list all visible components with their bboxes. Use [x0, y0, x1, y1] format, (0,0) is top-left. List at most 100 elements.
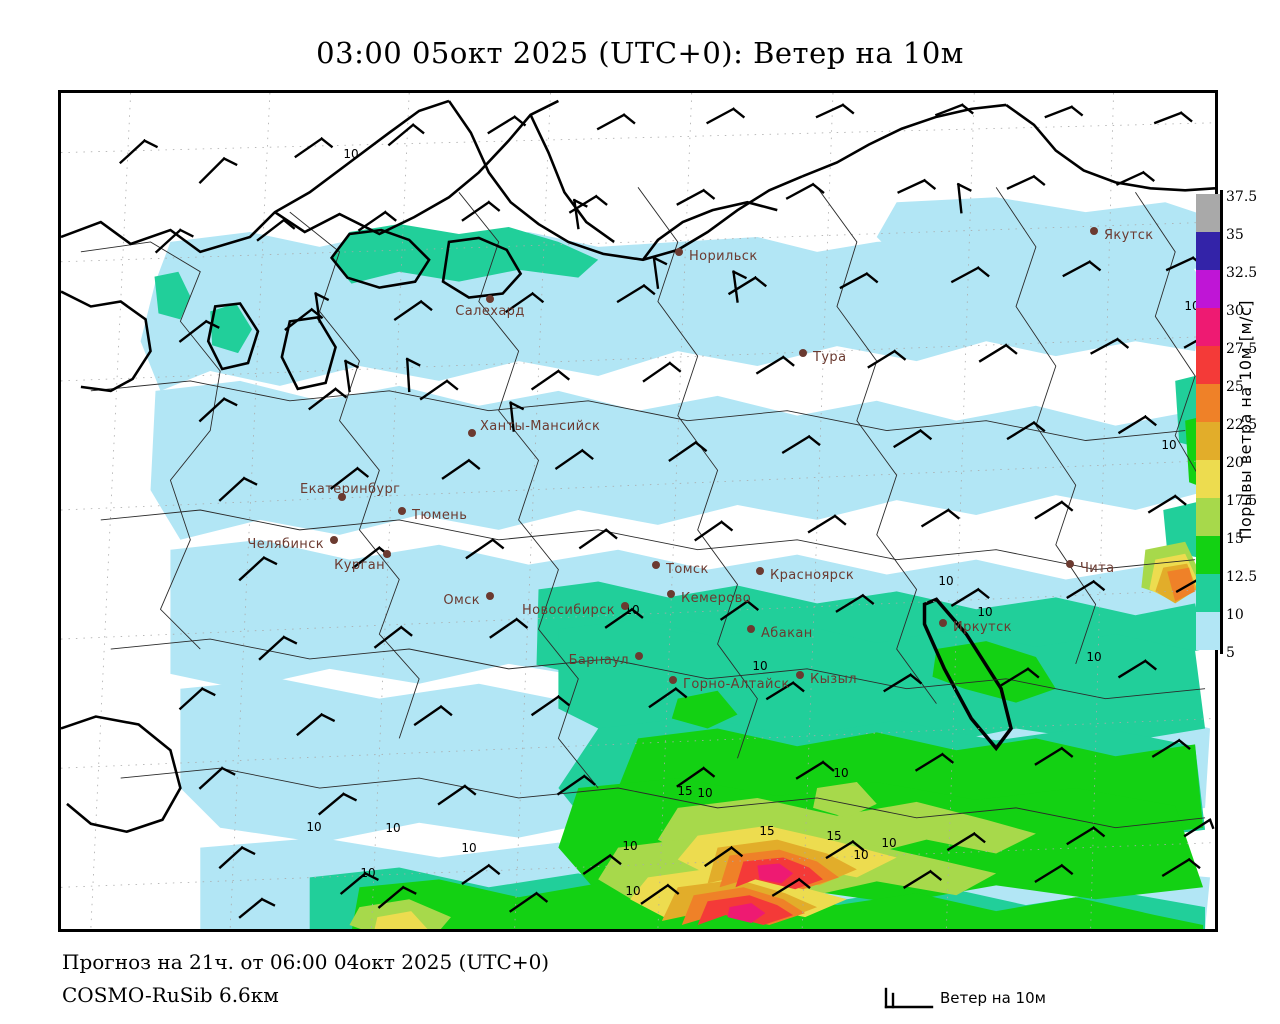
city-dot [398, 507, 406, 515]
gust-band-5-10 [140, 197, 1211, 929]
contour-label: 10 [1161, 438, 1177, 452]
city-label: Барнаул [568, 653, 629, 668]
city-label: Красноярск [770, 568, 855, 583]
city-dot [635, 652, 643, 660]
city-label: Томск [666, 562, 709, 577]
colorbar-tick: 10 [1226, 607, 1244, 623]
colorbar-tick: 35 [1226, 227, 1244, 243]
wind-barb-layer [119, 103, 1215, 919]
colorbar-title: Порывы ветра на 10м [м/с] [1236, 300, 1255, 540]
contour-label: 10 [306, 820, 322, 834]
city-dot [756, 567, 764, 575]
city-dot [468, 429, 476, 437]
city-label: Якутск [1104, 228, 1154, 243]
city-dot [486, 295, 494, 303]
city-label: Курган [334, 558, 385, 573]
colorbar-tick: 20 [1226, 455, 1244, 471]
city-dot [675, 248, 683, 256]
map-canvas [61, 93, 1215, 929]
city-label: Иркутск [953, 620, 1012, 635]
contour-label: 10 [385, 821, 401, 835]
colorbar-band-5-10 [1196, 612, 1220, 650]
city-dot [486, 592, 494, 600]
colorbar-gradient [1196, 194, 1220, 650]
contour-label: 10 [622, 839, 638, 853]
city-label: Екатеринбург [300, 482, 401, 497]
colorbar-band-15-17.5 [1196, 498, 1220, 536]
colorbar-band-22.5-25 [1196, 384, 1220, 422]
city-label: Чита [1080, 561, 1115, 576]
contour-label: 10 [360, 866, 376, 880]
colorbar-band-32.5-35 [1196, 232, 1220, 270]
colorbar-band-30-32.5 [1196, 270, 1220, 308]
city-label: Горно-Алтайск [683, 677, 790, 692]
colorbar-band-20-22.5 [1196, 422, 1220, 460]
wind-barb-legend-label: Ветер на 10м [940, 989, 1046, 1007]
model-info: COSMO-RuSib 6.6км [62, 983, 279, 1007]
contour-label: 10 [752, 659, 768, 673]
colorbar-band-12.5-15 [1196, 536, 1220, 574]
contour-label: 10 [977, 605, 993, 619]
contour-label: 10 [853, 848, 869, 862]
colorbar-tick: 15 [1226, 531, 1244, 547]
city-dot [796, 671, 804, 679]
city-label: Тура [813, 350, 847, 365]
city-dot [383, 550, 391, 558]
city-dot [330, 536, 338, 544]
contour-label: 10 [343, 147, 359, 161]
colorbar-tick: 22.5 [1226, 417, 1258, 433]
coastline [61, 99, 1215, 834]
city-dot [652, 561, 660, 569]
colorbar-tick: 25 [1226, 379, 1244, 395]
contour-label: 10 [461, 841, 477, 855]
map-frame[interactable]: 10 10 10 10 10 10 10 10 10 10 10 10 10 1… [58, 90, 1218, 932]
city-label: Тюмень [412, 508, 468, 523]
page-title: 03:00 05окт 2025 (UTC+0): Ветер на 10м [316, 36, 964, 70]
graticule [61, 93, 1215, 929]
city-label: Норильск [689, 249, 758, 264]
contour-label: 10 [1086, 650, 1102, 664]
city-label: Омск [443, 593, 480, 608]
colorbar-band-27.5-30 [1196, 308, 1220, 346]
city-dot [621, 602, 629, 610]
colorbar-tick: 27.5 [1226, 341, 1258, 357]
colorbar-band-17.5-20 [1196, 460, 1220, 498]
colorbar-tick: 17.5 [1226, 493, 1258, 509]
lake-baikal [922, 597, 1013, 752]
city-label: Кемерово [681, 591, 752, 606]
city-dot [669, 676, 677, 684]
city-label: Ханты-Мансийск [480, 419, 601, 434]
city-dot [1066, 560, 1074, 568]
contour-label: 10 [881, 836, 897, 850]
city-dot [338, 493, 346, 501]
city-dot [747, 625, 755, 633]
city-label: Абакан [761, 626, 813, 641]
colorbar-tick: 5 [1226, 645, 1235, 661]
contour-label: 15 [677, 784, 693, 798]
region-borders [80, 187, 1211, 829]
colorbar-band-35-37.5 [1196, 194, 1220, 232]
contour-label: 10 [1184, 299, 1200, 313]
city-label: Новосибирск [521, 603, 615, 618]
gust-band-27.5-30 [727, 863, 794, 924]
contour-label: 15 [826, 829, 842, 843]
colorbar-axis-line [1220, 190, 1223, 654]
contour-label: 10 [938, 574, 954, 588]
map-svg [61, 93, 1215, 929]
forecast-info: Прогноз на 21ч. от 06:00 04окт 2025 (UTC… [62, 950, 550, 974]
colorbar-band-10-12.5 [1196, 574, 1220, 612]
wind-barb-icon [884, 987, 934, 1009]
city-label: Салехард [455, 304, 525, 319]
colorbar-tick: 37.5 [1226, 189, 1258, 205]
colorbar-tick: 32.5 [1226, 265, 1258, 281]
city-dot [939, 619, 947, 627]
colorbar [1196, 194, 1220, 650]
city-label: Челябинск [247, 537, 324, 552]
contour-label: 10 [625, 884, 641, 898]
colorbar-tick: 12.5 [1226, 569, 1258, 585]
colorbar-tick: 30 [1226, 303, 1244, 319]
contour-label: 10 [833, 766, 849, 780]
colorbar-band-25-27.5 [1196, 346, 1220, 384]
contour-label: 10 [697, 786, 713, 800]
